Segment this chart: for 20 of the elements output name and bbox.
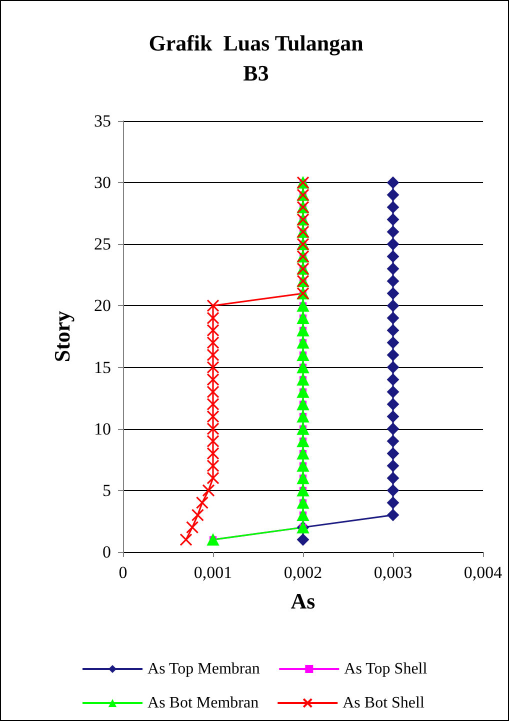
chart-title: Grafik Luas Tulangan B3 xyxy=(148,30,364,86)
legend-label: As Bot Membran xyxy=(148,694,259,712)
x-tick-label: 0,003 xyxy=(374,563,412,582)
x-tick-label: 0 xyxy=(118,563,128,582)
x-tick-label: 0,001 xyxy=(194,563,232,582)
y-tick-label: 25 xyxy=(94,234,111,254)
x-tick-label: 0,004 xyxy=(464,563,503,582)
y-tick-label: 5 xyxy=(102,480,111,500)
legend-label: As Top Shell xyxy=(344,660,428,678)
y-tick-label: 10 xyxy=(94,419,111,438)
y-tick-label: 30 xyxy=(94,173,111,192)
legend-label: As Top Membran xyxy=(148,660,260,678)
y-tick-label: 20 xyxy=(94,296,111,316)
y-axis-title: Story xyxy=(50,310,74,362)
x-tick-label: 0,002 xyxy=(284,563,322,582)
y-tick-label: 15 xyxy=(94,358,111,377)
y-tick-label: 35 xyxy=(94,112,111,130)
y-tick-label: 0 xyxy=(102,542,111,562)
legend-label: As Bot Shell xyxy=(342,694,425,712)
x-axis-title: As xyxy=(290,588,316,614)
